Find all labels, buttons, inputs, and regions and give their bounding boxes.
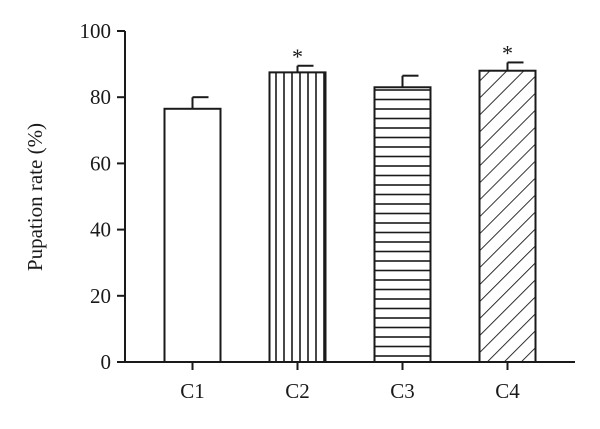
- y-tick-label-40: 40: [90, 218, 111, 242]
- y-tick-label-100: 100: [80, 19, 112, 43]
- bar-c2: [268, 71, 327, 363]
- bar-c4: [478, 69, 537, 363]
- category-label-c4: C4: [495, 379, 520, 403]
- bar-c3: [373, 86, 432, 364]
- bar-c1: [163, 107, 222, 363]
- bars: [163, 61, 537, 364]
- y-tick-label-0: 0: [101, 350, 112, 374]
- significance-mark-c4: *: [502, 40, 513, 65]
- category-label-c2: C2: [285, 379, 310, 403]
- significance-mark-c2: *: [292, 44, 303, 69]
- y-tick-label-60: 60: [90, 151, 111, 175]
- y-tick-label-20: 20: [90, 284, 111, 308]
- category-label-c1: C1: [180, 379, 205, 403]
- labels: 0 20 40 60 80 100 C1 C2 * C3 C4 *: [80, 19, 521, 403]
- category-label-c3: C3: [390, 379, 415, 403]
- y-tick-label-80: 80: [90, 85, 111, 109]
- y-axis-title: Pupation rate (%): [23, 123, 47, 271]
